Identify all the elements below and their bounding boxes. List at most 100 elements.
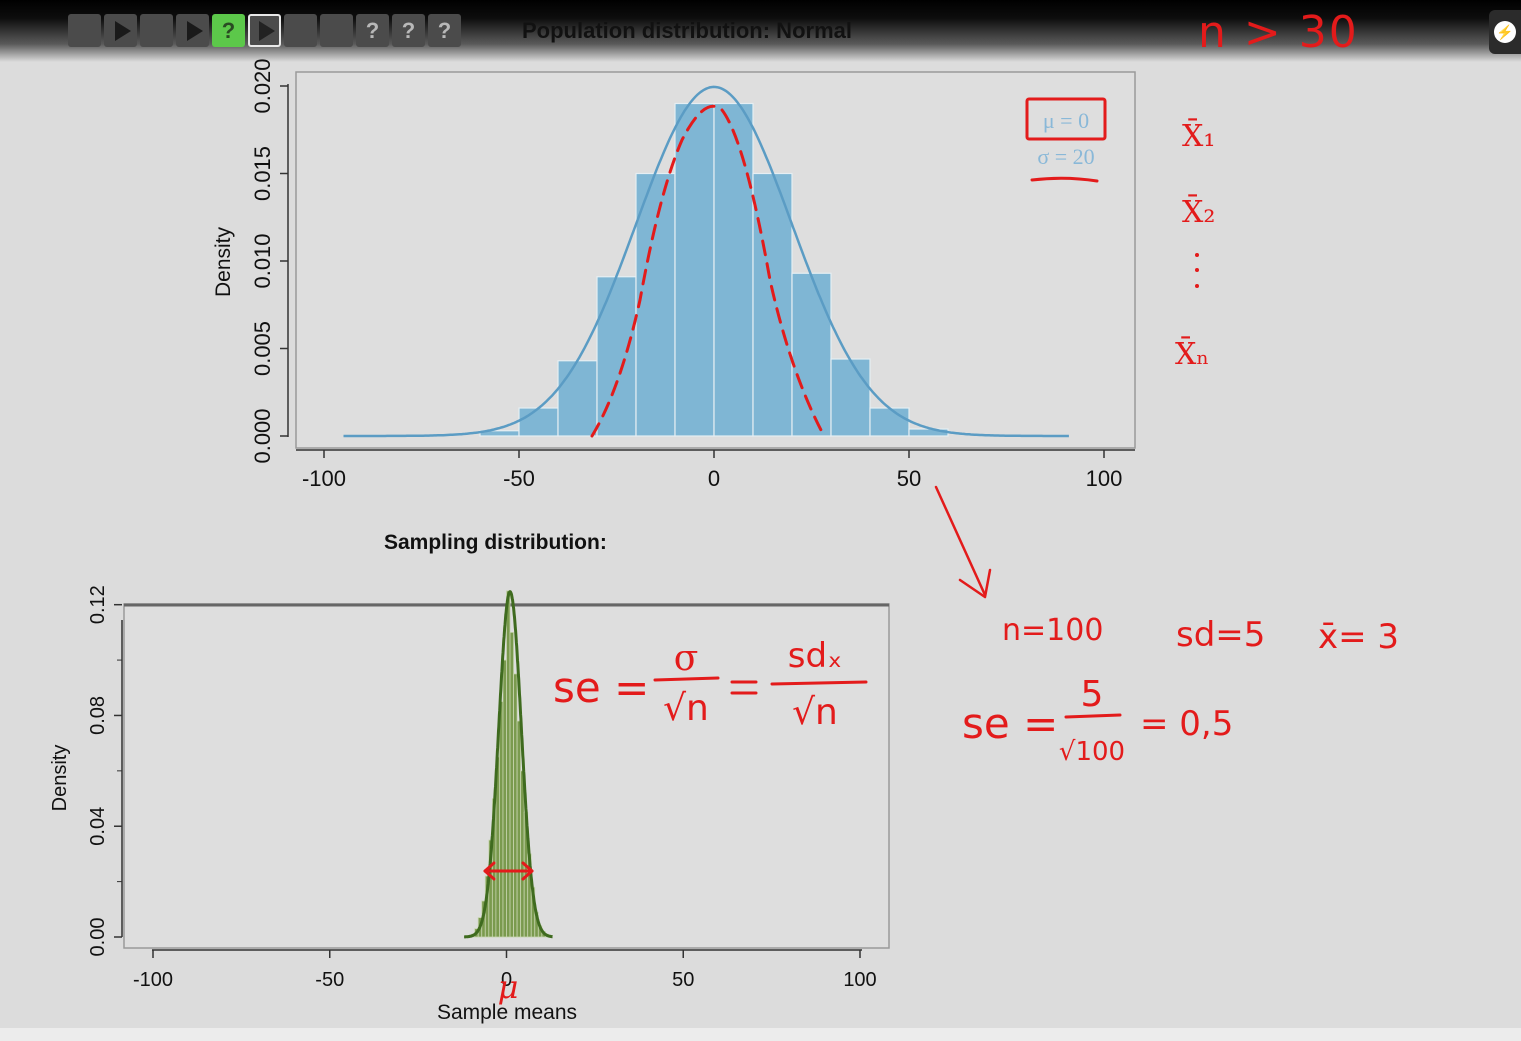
- sampling-density-curve: [464, 590, 553, 939]
- x-tick-label: -50: [315, 969, 344, 991]
- toolbar-button-help-icon[interactable]: ?: [356, 14, 389, 47]
- handwritten-xbar1: X̄₁: [1182, 118, 1215, 154]
- toolbar-button-blank-icon[interactable]: [284, 14, 317, 47]
- handwritten-se-sdx: sdₓ: [788, 636, 842, 676]
- sampling-chart: -100 -50 0 50 100 0.00 0.04 0.08 0.12 Density S…: [49, 585, 890, 1024]
- toolbar-button-blank-icon[interactable]: [320, 14, 353, 47]
- x-tick-label: 50: [897, 466, 921, 491]
- toolbar-button-play-icon[interactable]: [176, 14, 209, 47]
- toolbar-button-help-icon[interactable]: ?: [428, 14, 461, 47]
- handwritten-se-general-lhs: se =: [553, 663, 649, 712]
- handwritten-arrow-head-left: [483, 861, 496, 881]
- histogram-bar: [506, 590, 511, 938]
- handwritten-sd-value: sd=5: [1176, 615, 1265, 655]
- handwritten-dot: [1195, 268, 1199, 272]
- y-tick-label: 0.08: [87, 696, 109, 735]
- handwritten-xbarn: X̄ₙ: [1175, 336, 1209, 372]
- y-tick-label: 0.020: [250, 58, 275, 113]
- y-tick-label: 0.00: [87, 918, 109, 957]
- handwritten-xbar-value: x̄= 3: [1318, 617, 1399, 657]
- handwritten-dot: [1195, 253, 1199, 257]
- lightning-icon: ⚡: [1494, 21, 1516, 43]
- y-tick-label: 0.015: [250, 146, 275, 201]
- histogram-bar: [830, 358, 871, 437]
- x-tick-label: -100: [302, 466, 346, 491]
- handwritten-n-condition: n > 30: [1198, 7, 1359, 58]
- x-tick-label: -100: [133, 969, 173, 991]
- sampling-title: Sampling distribution:: [384, 531, 607, 554]
- histogram-bar: [499, 701, 504, 938]
- toolbar-button-blank-icon[interactable]: [68, 14, 101, 47]
- sampling-histogram: [470, 590, 550, 938]
- handwritten-sigma-underline: [1030, 176, 1099, 183]
- population-density-curve: [343, 85, 1069, 438]
- x-tick-label: 100: [1086, 466, 1123, 491]
- handwritten-se-calc-den: √100: [1059, 737, 1125, 767]
- handwritten-se-sqrt-n-2: √n: [792, 692, 838, 733]
- play-icon: [258, 20, 275, 41]
- handwritten-fraction-bar: [1064, 713, 1122, 719]
- handwritten-annotations: n > 30 X̄₁ X̄₂ X̄ₙ n=100 sd=5 x̄= 3 se =…: [483, 7, 1399, 1006]
- handwritten-equals: [730, 680, 758, 695]
- handwritten-mu-box: [1025, 97, 1107, 141]
- help-icon: ?: [365, 17, 380, 43]
- help-icon: ?: [401, 17, 416, 43]
- histogram-bar: [713, 102, 754, 437]
- toolbar-button-play-icon[interactable]: [248, 14, 281, 47]
- help-icon: ?: [221, 17, 236, 43]
- histogram-bar: [513, 673, 518, 938]
- handwritten-se-calc-num: 5: [1081, 674, 1104, 715]
- histogram-bar: [516, 720, 522, 938]
- play-icon: [186, 20, 203, 41]
- handwritten-se-calc-result: = 0,5: [1140, 704, 1233, 744]
- y-tick-label: 0.12: [87, 585, 109, 624]
- population-x-ticks: -100 -50 0 50 100: [302, 450, 1122, 491]
- histogram-bar: [509, 631, 514, 938]
- help-icon: ?: [437, 17, 452, 43]
- x-tick-label: 50: [672, 969, 694, 991]
- sampling-y-ticks: 0.00 0.04 0.08 0.12: [87, 585, 122, 956]
- handwritten-fraction-bar: [653, 676, 720, 682]
- x-tick-label: 100: [843, 969, 876, 991]
- histogram-bar: [752, 172, 793, 437]
- handwritten-red-dashed-curve: [590, 104, 824, 438]
- population-histogram: [479, 102, 949, 437]
- toolbar-button-help-icon[interactable]: ?: [392, 14, 425, 47]
- population-y-label: Density: [212, 226, 235, 297]
- histogram-bar: [635, 172, 676, 437]
- histogram-bar: [557, 360, 598, 437]
- histogram-bar: [869, 407, 910, 437]
- histogram-bar: [502, 659, 507, 938]
- sampling-x-label: Sample means: [437, 1001, 577, 1024]
- handwritten-arrow-line: [934, 485, 987, 597]
- page-title: Population distribution: Normal: [522, 18, 852, 43]
- corner-action-button[interactable]: ⚡: [1489, 10, 1521, 54]
- handwritten-fraction-bar: [770, 680, 868, 686]
- histogram-bar: [520, 770, 525, 938]
- histogram-bar: [596, 276, 637, 437]
- handwritten-arrow-head: [958, 568, 992, 599]
- handwritten-se-calc-lhs: se =: [962, 699, 1058, 748]
- histogram-bar: [674, 102, 715, 437]
- handwritten-n-value: n=100: [1002, 613, 1103, 648]
- y-tick-label: 0.04: [87, 807, 109, 846]
- y-tick-label: 0.010: [250, 233, 275, 288]
- handwritten-arrow-head-right: [521, 861, 534, 881]
- population-y-ticks: 0.000 0.005 0.010 0.015 0.020: [250, 58, 288, 464]
- handwritten-se-sigma: σ: [674, 638, 699, 679]
- toolbar-button-blank-icon[interactable]: [140, 14, 173, 47]
- toolbar-button-play-icon[interactable]: [104, 14, 137, 47]
- handwritten-dot: [1195, 284, 1199, 288]
- x-tick-label: -50: [503, 466, 535, 491]
- sampling-y-label: Density: [49, 745, 71, 812]
- histogram-bar: [518, 407, 559, 437]
- x-tick-label: 0: [708, 466, 720, 491]
- play-icon: [114, 20, 131, 41]
- x-tick-label: 0: [501, 969, 512, 991]
- y-tick-label: 0.000: [250, 408, 275, 463]
- legend-sigma: σ = 20: [1037, 144, 1094, 169]
- handwritten-xbar2: X̄₂: [1182, 194, 1215, 230]
- handwritten-se-sqrt-n: √n: [663, 688, 709, 729]
- toolbar-button-help-icon[interactable]: ?: [212, 14, 245, 47]
